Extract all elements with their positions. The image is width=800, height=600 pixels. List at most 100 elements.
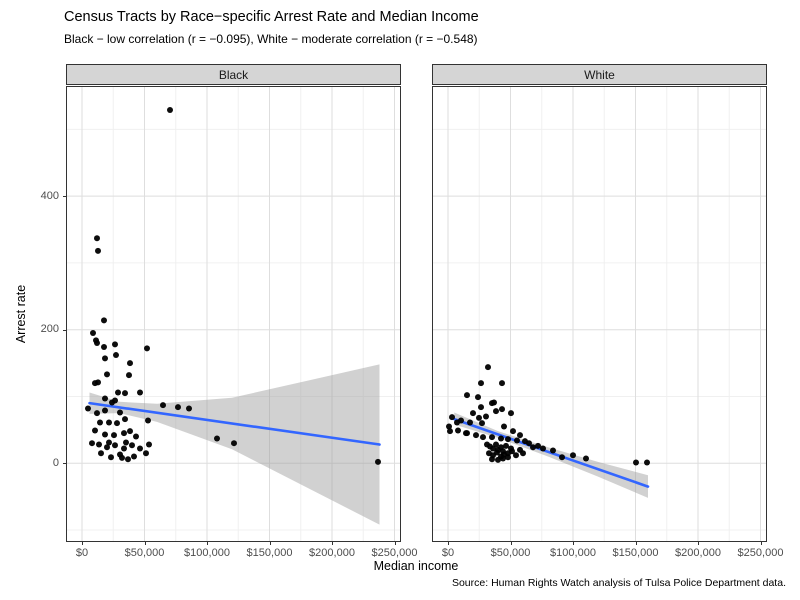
data-point <box>455 427 461 434</box>
data-point <box>489 434 495 441</box>
data-point <box>94 410 100 417</box>
x-tick-mark <box>760 542 762 545</box>
data-point <box>464 392 470 399</box>
x-tick-label: $0 <box>441 547 455 559</box>
data-point <box>514 437 520 444</box>
x-tick-label: $50,000 <box>124 547 165 559</box>
data-point <box>90 330 96 337</box>
data-point <box>126 372 132 379</box>
data-point <box>495 456 501 463</box>
data-point <box>505 436 511 443</box>
data-point <box>467 419 473 426</box>
data-point <box>526 440 532 447</box>
x-tick-label: $50,000 <box>490 547 531 559</box>
data-point <box>102 431 108 438</box>
data-point <box>95 247 101 254</box>
x-tick-mark <box>269 542 271 545</box>
data-point <box>102 407 108 414</box>
data-point <box>644 459 650 466</box>
x-tick-mark <box>510 542 512 545</box>
data-point <box>98 450 104 457</box>
data-point <box>464 430 470 437</box>
x-tick-label: $100,000 <box>184 547 230 559</box>
data-point <box>144 345 150 352</box>
x-tick-label: $150,000 <box>246 547 293 559</box>
x-tick-mark <box>573 542 574 545</box>
data-point <box>115 389 121 396</box>
x-tick-label: $0 <box>75 547 89 559</box>
data-point <box>131 453 137 460</box>
trend-line-black <box>88 401 381 446</box>
data-point <box>447 428 453 435</box>
data-point <box>479 420 485 427</box>
y-tick-label: 200 <box>40 323 59 336</box>
data-point <box>520 450 526 457</box>
x-tick-label: $250,000 <box>737 547 784 559</box>
panel-canvas-black <box>67 87 400 541</box>
data-point <box>92 380 98 387</box>
x-tick-mark <box>698 542 699 545</box>
data-point <box>500 455 506 462</box>
data-point <box>449 414 455 421</box>
data-point <box>476 414 482 421</box>
data-point <box>503 442 509 449</box>
data-point <box>106 419 112 426</box>
data-point <box>540 445 546 452</box>
data-point <box>530 444 536 451</box>
data-point <box>480 434 486 441</box>
data-point <box>122 416 128 423</box>
x-tick-label: $150,000 <box>612 547 659 559</box>
x-tick-mark <box>207 542 208 545</box>
data-point <box>175 404 181 411</box>
data-point <box>117 409 123 416</box>
x-tick-mark <box>144 542 146 545</box>
y-tick-label: 400 <box>40 189 59 202</box>
data-point <box>513 452 519 459</box>
data-point <box>101 317 107 324</box>
data-point <box>102 395 108 402</box>
data-point <box>97 419 103 426</box>
data-point <box>106 439 112 446</box>
data-point <box>559 454 565 461</box>
data-point <box>509 448 515 455</box>
data-point <box>85 405 91 412</box>
data-point <box>125 456 131 463</box>
data-point <box>501 423 507 430</box>
facet-strip-white: White <box>432 64 767 85</box>
data-point <box>122 390 128 397</box>
x-tick-mark <box>635 542 637 545</box>
data-point <box>112 442 118 449</box>
data-point <box>146 441 152 448</box>
data-point <box>92 427 98 434</box>
x-tick-mark <box>448 542 449 545</box>
data-point <box>133 433 139 440</box>
data-point <box>478 380 484 387</box>
data-point <box>117 451 123 458</box>
panel-canvas-white <box>433 87 766 541</box>
facet-strip-black: Black <box>66 64 401 85</box>
y-tick-mark <box>63 463 66 465</box>
facet-label-black: Black <box>218 67 249 82</box>
data-point <box>167 107 173 114</box>
data-point <box>137 389 143 396</box>
facet-label-white: White <box>584 67 615 82</box>
y-tick-mark <box>63 329 66 331</box>
data-point <box>505 454 511 461</box>
data-point <box>186 405 192 412</box>
data-point <box>499 380 505 387</box>
data-point <box>143 450 149 457</box>
y-tick-label: 0 <box>52 456 59 469</box>
x-tick-mark <box>82 542 83 545</box>
data-point <box>508 410 514 417</box>
confidence-band-white <box>454 412 648 498</box>
data-point <box>109 399 115 406</box>
data-point <box>137 445 143 452</box>
data-point <box>550 447 556 454</box>
data-point <box>108 454 114 461</box>
data-point <box>489 456 495 463</box>
data-point <box>127 428 133 435</box>
data-point <box>214 435 220 442</box>
scatter-panel-black <box>66 86 401 542</box>
data-point <box>570 452 576 459</box>
